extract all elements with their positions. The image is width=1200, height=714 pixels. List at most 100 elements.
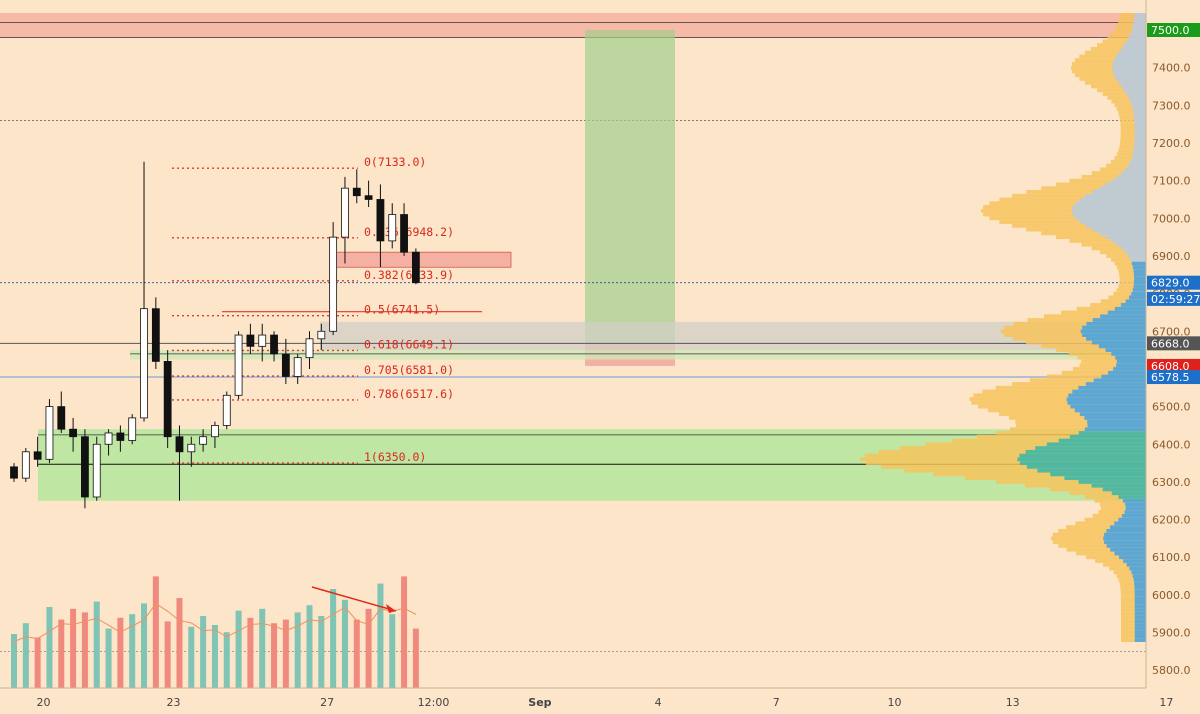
price-tag	[1147, 23, 1200, 37]
volume-profile-bar	[1116, 574, 1146, 578]
volume-profile-bar	[1119, 276, 1146, 281]
volume-profile-bar	[1131, 291, 1146, 296]
volume-profile-bar	[1026, 227, 1146, 232]
volume-profile-bar	[1114, 58, 1146, 63]
volume-profile-bar	[1132, 287, 1146, 292]
candle-body	[33, 451, 42, 460]
volume-profile-bar	[1134, 589, 1146, 594]
candle-body	[140, 308, 148, 419]
candle-body	[211, 425, 219, 438]
volume-profile-bar	[1066, 547, 1146, 552]
volume-bar	[401, 576, 408, 688]
volume-profile-bar	[1078, 431, 1146, 435]
volume-profile-bar	[1090, 303, 1146, 307]
volume-profile-bar	[1118, 577, 1146, 582]
volume-profile-bar	[1134, 608, 1146, 612]
volume-profile-bar	[1092, 340, 1146, 345]
volume-profile-bar	[1128, 95, 1146, 100]
volume-profile-bar	[1119, 581, 1146, 586]
time-tick-label: 12:00	[418, 696, 450, 709]
time-tick-label: 4	[655, 696, 662, 709]
candle-body	[187, 443, 196, 453]
volume-profile-bar	[1121, 623, 1146, 627]
volume-profile-bar	[1064, 476, 1146, 481]
volume-profile-bar	[1133, 272, 1146, 277]
fib-level-label: 0(7133.0)	[364, 155, 426, 169]
volume-profile-bar	[1122, 498, 1146, 503]
volume-profile-bar	[1082, 333, 1146, 337]
volume-profile-bar	[996, 480, 1146, 484]
volume-bar	[318, 616, 325, 688]
volume-profile-bar	[1129, 295, 1146, 300]
price-tag-label: 7500.0	[1151, 24, 1190, 37]
time-tick-label: 13	[1006, 696, 1020, 709]
volume-profile-bar	[1050, 536, 1146, 541]
volume-profile-bar	[1084, 495, 1146, 499]
fib-level-label: 1(6350.0)	[364, 450, 426, 464]
volume-profile-bar	[1009, 427, 1146, 432]
price-tick-label: 7300.0	[1152, 99, 1191, 112]
volume-profile-bar	[1116, 54, 1146, 59]
time-tick-label: Sep	[528, 696, 551, 709]
volume-profile-bar	[1128, 254, 1146, 258]
volume-profile-bar	[1105, 235, 1146, 240]
volume-profile-bar	[1071, 65, 1146, 70]
candle-body	[151, 308, 160, 362]
volume-profile-bar	[1119, 555, 1146, 560]
fib-level-label: 0.705(6581.0)	[364, 363, 454, 377]
volume-profile-bar	[1103, 562, 1146, 567]
volume-profile-bar	[1090, 46, 1146, 51]
volume-bar	[200, 616, 207, 688]
volume-profile-bar	[1114, 551, 1146, 556]
volume-profile-bar	[1046, 442, 1146, 447]
volume-profile-bar	[1026, 340, 1146, 345]
volume-profile-bar	[1121, 630, 1146, 635]
price-tick-label: 7100.0	[1152, 175, 1191, 188]
volume-profile-bar	[964, 476, 1146, 481]
volume-profile-bar	[1134, 615, 1146, 620]
volume-profile-bar	[1116, 152, 1146, 157]
volume-profile-bar	[1072, 212, 1146, 217]
volume-profile-bar	[1084, 416, 1146, 420]
volume-profile-bar	[1133, 148, 1146, 153]
volume-profile-bar	[1066, 397, 1146, 401]
volume-profile-bar	[983, 205, 1146, 209]
volume-profile-bar	[1086, 321, 1146, 326]
volume-profile-bar	[1120, 133, 1146, 138]
volume-profile-bar	[1121, 634, 1146, 639]
volume-profile-bar	[1069, 178, 1146, 183]
volume-bar	[247, 617, 254, 688]
volume-profile-bar	[1134, 596, 1146, 601]
volume-profile-bar	[1079, 412, 1146, 417]
volume-profile-bar	[1015, 419, 1146, 424]
volume-profile-bar	[1011, 193, 1146, 198]
volume-profile-bar	[1111, 351, 1146, 356]
volume-profile-bar	[1134, 16, 1146, 21]
volume-profile-bar	[881, 464, 1146, 469]
volume-profile-bar	[1101, 374, 1146, 379]
volume-profile-bar	[1126, 39, 1146, 44]
volume-profile-bar	[1050, 472, 1146, 477]
price-tick-label: 6200.0	[1152, 514, 1191, 527]
volume-profile-bar	[1115, 355, 1146, 360]
volume-profile-bar	[1131, 103, 1146, 108]
volume-bar	[22, 623, 29, 688]
volume-profile-bar	[1102, 487, 1146, 492]
price-tick-label: 6700.0	[1152, 325, 1191, 338]
volume-profile-bar	[1125, 506, 1146, 511]
price-tag-label: 6578.5	[1151, 371, 1190, 384]
volume-profile-bar	[1081, 242, 1146, 247]
volume-profile-bar	[977, 404, 1146, 409]
volume-bar	[58, 619, 65, 688]
volume-profile-bar	[1055, 235, 1146, 240]
volume-profile-bar	[1100, 506, 1146, 511]
volume-profile-bar	[1084, 427, 1146, 432]
volume-profile-bar	[1012, 382, 1146, 386]
volume-profile-bar	[1055, 182, 1146, 187]
volume-profile-bar	[1116, 107, 1146, 111]
volume-profile-bar	[1134, 137, 1146, 142]
volume-profile-bar	[1113, 291, 1146, 296]
volume-profile-bar	[1081, 174, 1146, 179]
